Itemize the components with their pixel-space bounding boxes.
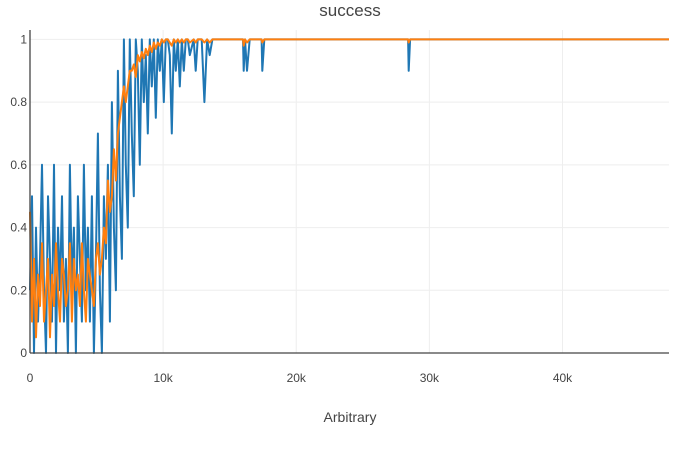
x-tick-labels: 0 10k 20k 30k 40k	[27, 371, 574, 385]
y-tick-label: 0.8	[10, 95, 27, 109]
x-tick-label: 40k	[553, 371, 573, 385]
x-tick-label: 30k	[420, 371, 440, 385]
x-tick-label: 20k	[287, 371, 307, 385]
series-line-2	[29, 38, 669, 339]
series-line-1	[29, 38, 669, 354]
y-tick-label: 0	[20, 346, 27, 360]
series-layer	[29, 38, 669, 354]
y-tick-label: 0.6	[10, 158, 27, 172]
chart-title: success	[319, 1, 380, 20]
y-tick-label: 0.2	[10, 283, 27, 297]
y-tick-label: 0.4	[10, 221, 27, 235]
x-tick-label: 0	[27, 371, 34, 385]
y-tick-labels: 0 0.2 0.4 0.6 0.8 1	[10, 32, 27, 360]
y-tick-label: 1	[20, 32, 27, 46]
x-tick-label: 10k	[153, 371, 173, 385]
x-axis-label: Arbitrary	[324, 409, 377, 425]
